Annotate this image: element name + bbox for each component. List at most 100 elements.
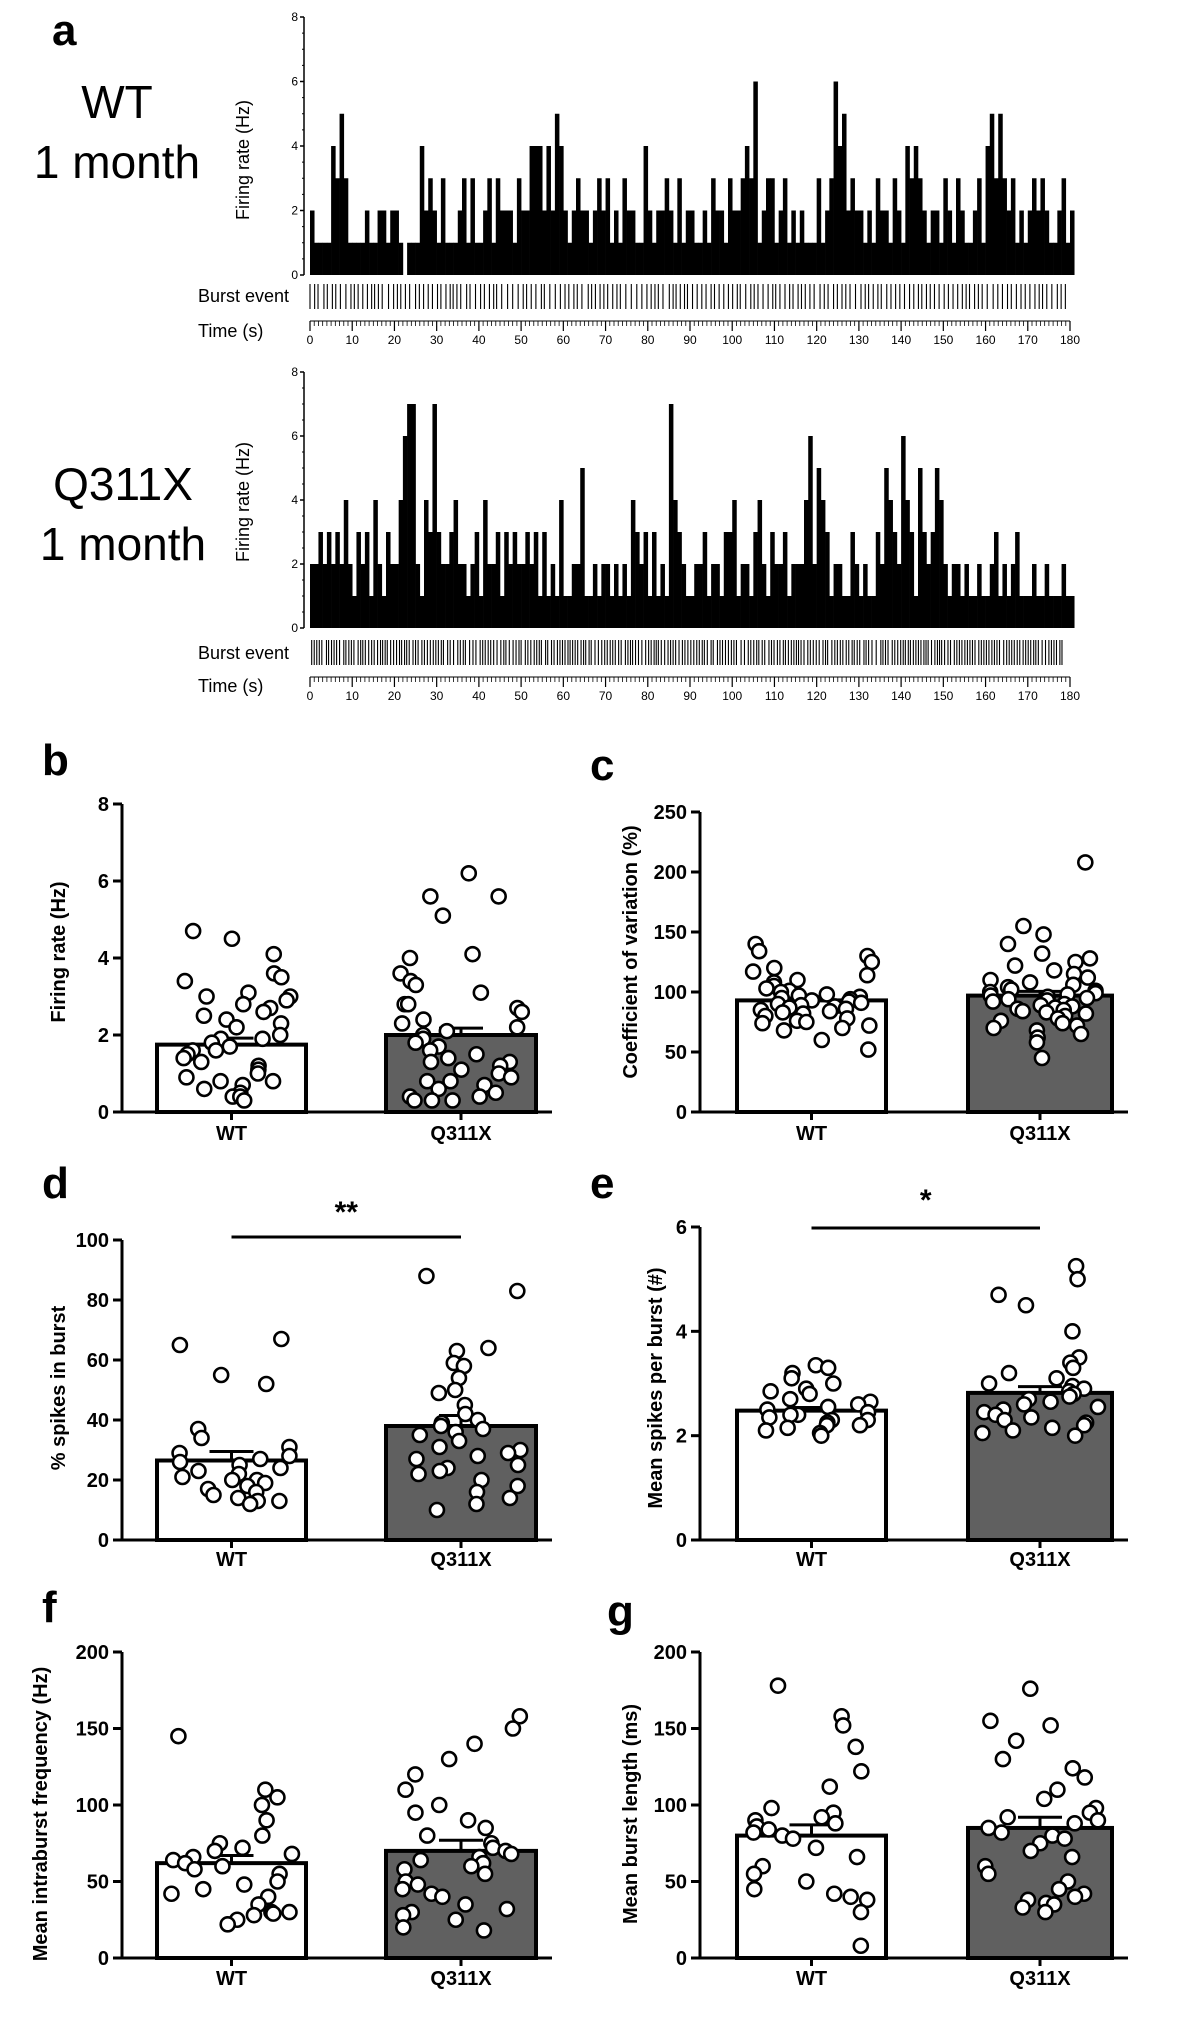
q311x-hist-bar (968, 596, 974, 628)
wt-hist-bar (500, 210, 505, 275)
wt-hist-bar (588, 242, 594, 275)
q311x-hist-bar (546, 596, 551, 628)
q311x-hist-bar (474, 532, 480, 628)
wt-time-axis: 0 10 20 30 40 50 60 70 80 90 100 110 120 130 140 150 160… (307, 320, 1080, 347)
panel-b-data-point (468, 1045, 485, 1063)
wt-hist-bar (567, 242, 573, 275)
panel-f-data-point (440, 1750, 458, 1768)
panel-g-data-point (847, 1738, 864, 1756)
wt-hist-bar (512, 242, 518, 275)
q311x-hist-bar (892, 532, 898, 628)
panel-b-data-point (264, 1072, 282, 1090)
wt-hist-bar (943, 178, 948, 275)
panel-g-data-point (763, 1799, 780, 1817)
q311x-hist-bar (985, 596, 991, 628)
wt-hist-bar (521, 210, 526, 275)
panel-d-data-point (190, 1462, 207, 1480)
wt-hist-ytick-label: 4 (291, 139, 298, 153)
panel-b-data-point (235, 1092, 253, 1109)
panel-e-data-point (801, 1385, 818, 1403)
q311x-hist-ytick-label: 8 (291, 365, 298, 379)
panel-f-data-point (409, 1876, 427, 1893)
q311x-hist-bar (580, 468, 585, 628)
q311x-hist-bar (673, 500, 678, 628)
wt-hist-bar (601, 210, 606, 275)
q311x-hist-bar (799, 564, 805, 628)
q311x-hist-bar (457, 564, 463, 628)
panel-f-data-point (511, 1707, 529, 1725)
panel-f-data-point (254, 1827, 271, 1844)
q311x-hist-bar (428, 532, 433, 628)
panel-b-data-point (407, 976, 425, 994)
q311x-hist-bar (989, 564, 995, 628)
wt-hist-bar (453, 242, 459, 275)
q311x-time-tick-label: 0 (307, 689, 314, 703)
panel-c-bar-chart: WT Q311X 0 50 100 150 200 250 (654, 802, 1128, 1145)
panel-a-q311x-group: Q311X 1 month Firing rate (Hz) 0 2 4 6 8 Bur… (40, 365, 1080, 703)
panel-c-data-point (758, 980, 775, 997)
panel-e-data-point (980, 1375, 998, 1392)
panel-c-data-point (999, 935, 1017, 953)
panel-f-data-point (397, 1781, 414, 1798)
wt-hist-bar (436, 242, 442, 275)
q311x-time-tick-label: 50 (514, 689, 528, 703)
q311x-hist-bar (698, 564, 703, 628)
panel-f-data-point (219, 1916, 237, 1933)
wt-hist-bar (432, 210, 437, 275)
q311x-hist-bar (778, 564, 784, 628)
wt-hist-bar (766, 178, 771, 275)
panel-e-data-point (1048, 1369, 1065, 1387)
wt-hist-bar (863, 242, 868, 275)
q311x-hist-bar (512, 532, 518, 628)
wt-hist-bar (352, 242, 357, 275)
panel-e-data-point (781, 1390, 799, 1408)
panel-d-data-point (446, 1381, 464, 1399)
wt-hist-bar (888, 242, 893, 275)
panel-g-data-point (1049, 1781, 1066, 1798)
q311x-hist-bar (770, 532, 775, 628)
q311x-hist-bar (774, 564, 779, 628)
wt-hist-bar (369, 242, 374, 275)
q311x-hist-bar (656, 596, 661, 628)
wt-hist-bar (804, 242, 809, 275)
wt-hist-bar (664, 178, 670, 275)
q311x-hist-bar (905, 500, 910, 628)
wt-hist-bar (968, 242, 974, 275)
q311x-time-tick-label: 10 (346, 689, 360, 703)
panel-b-data-point (254, 1030, 271, 1048)
q311x-time-tick-label: 20 (388, 689, 402, 703)
panel-d-ytick-label: 40 (87, 1410, 109, 1432)
q311x-hist-bar (647, 596, 653, 628)
wt-hist-bar (584, 210, 589, 275)
q311x-hist-bar (1053, 596, 1058, 628)
panel-b-data-point (221, 1038, 239, 1055)
wt-time-tick-label: 130 (849, 333, 869, 347)
panel-b-data-point (422, 1053, 440, 1071)
panel-c-ytick-label: 150 (654, 922, 687, 944)
wt-hist-bar (930, 210, 936, 275)
panel-g-data-point (1042, 1717, 1059, 1734)
wt-hist-bar (774, 242, 779, 275)
q311x-time-tick-label: 80 (641, 689, 655, 703)
panel-b-data-point (415, 1011, 432, 1028)
q311x-hist-bar (706, 596, 712, 628)
q311x-hist-bar (1002, 564, 1007, 628)
panel-b-data-point (508, 1019, 526, 1036)
panel-b-data-point (401, 949, 419, 967)
q311x-hist-bar (922, 532, 927, 628)
q311x-hist-bar (1010, 564, 1016, 628)
panel-letter-c: c (590, 741, 614, 790)
panel-c-data-point (1033, 1049, 1051, 1067)
q311x-hist-bar (858, 596, 864, 628)
panel-f-data-point (504, 1720, 522, 1737)
q311x-hist-bar (348, 564, 353, 628)
wt-hist-bar (466, 242, 471, 275)
q311x-hist-bar (559, 500, 564, 628)
wt-hist-bar (449, 242, 454, 275)
wt-hist-bar (994, 178, 999, 275)
panel-f-data-point (412, 1851, 429, 1869)
q311x-hist-bar (795, 564, 801, 628)
q311x-hist-bar (424, 500, 429, 628)
q311x-hist-bar (934, 468, 940, 628)
q311x-hist-bar (761, 564, 767, 628)
